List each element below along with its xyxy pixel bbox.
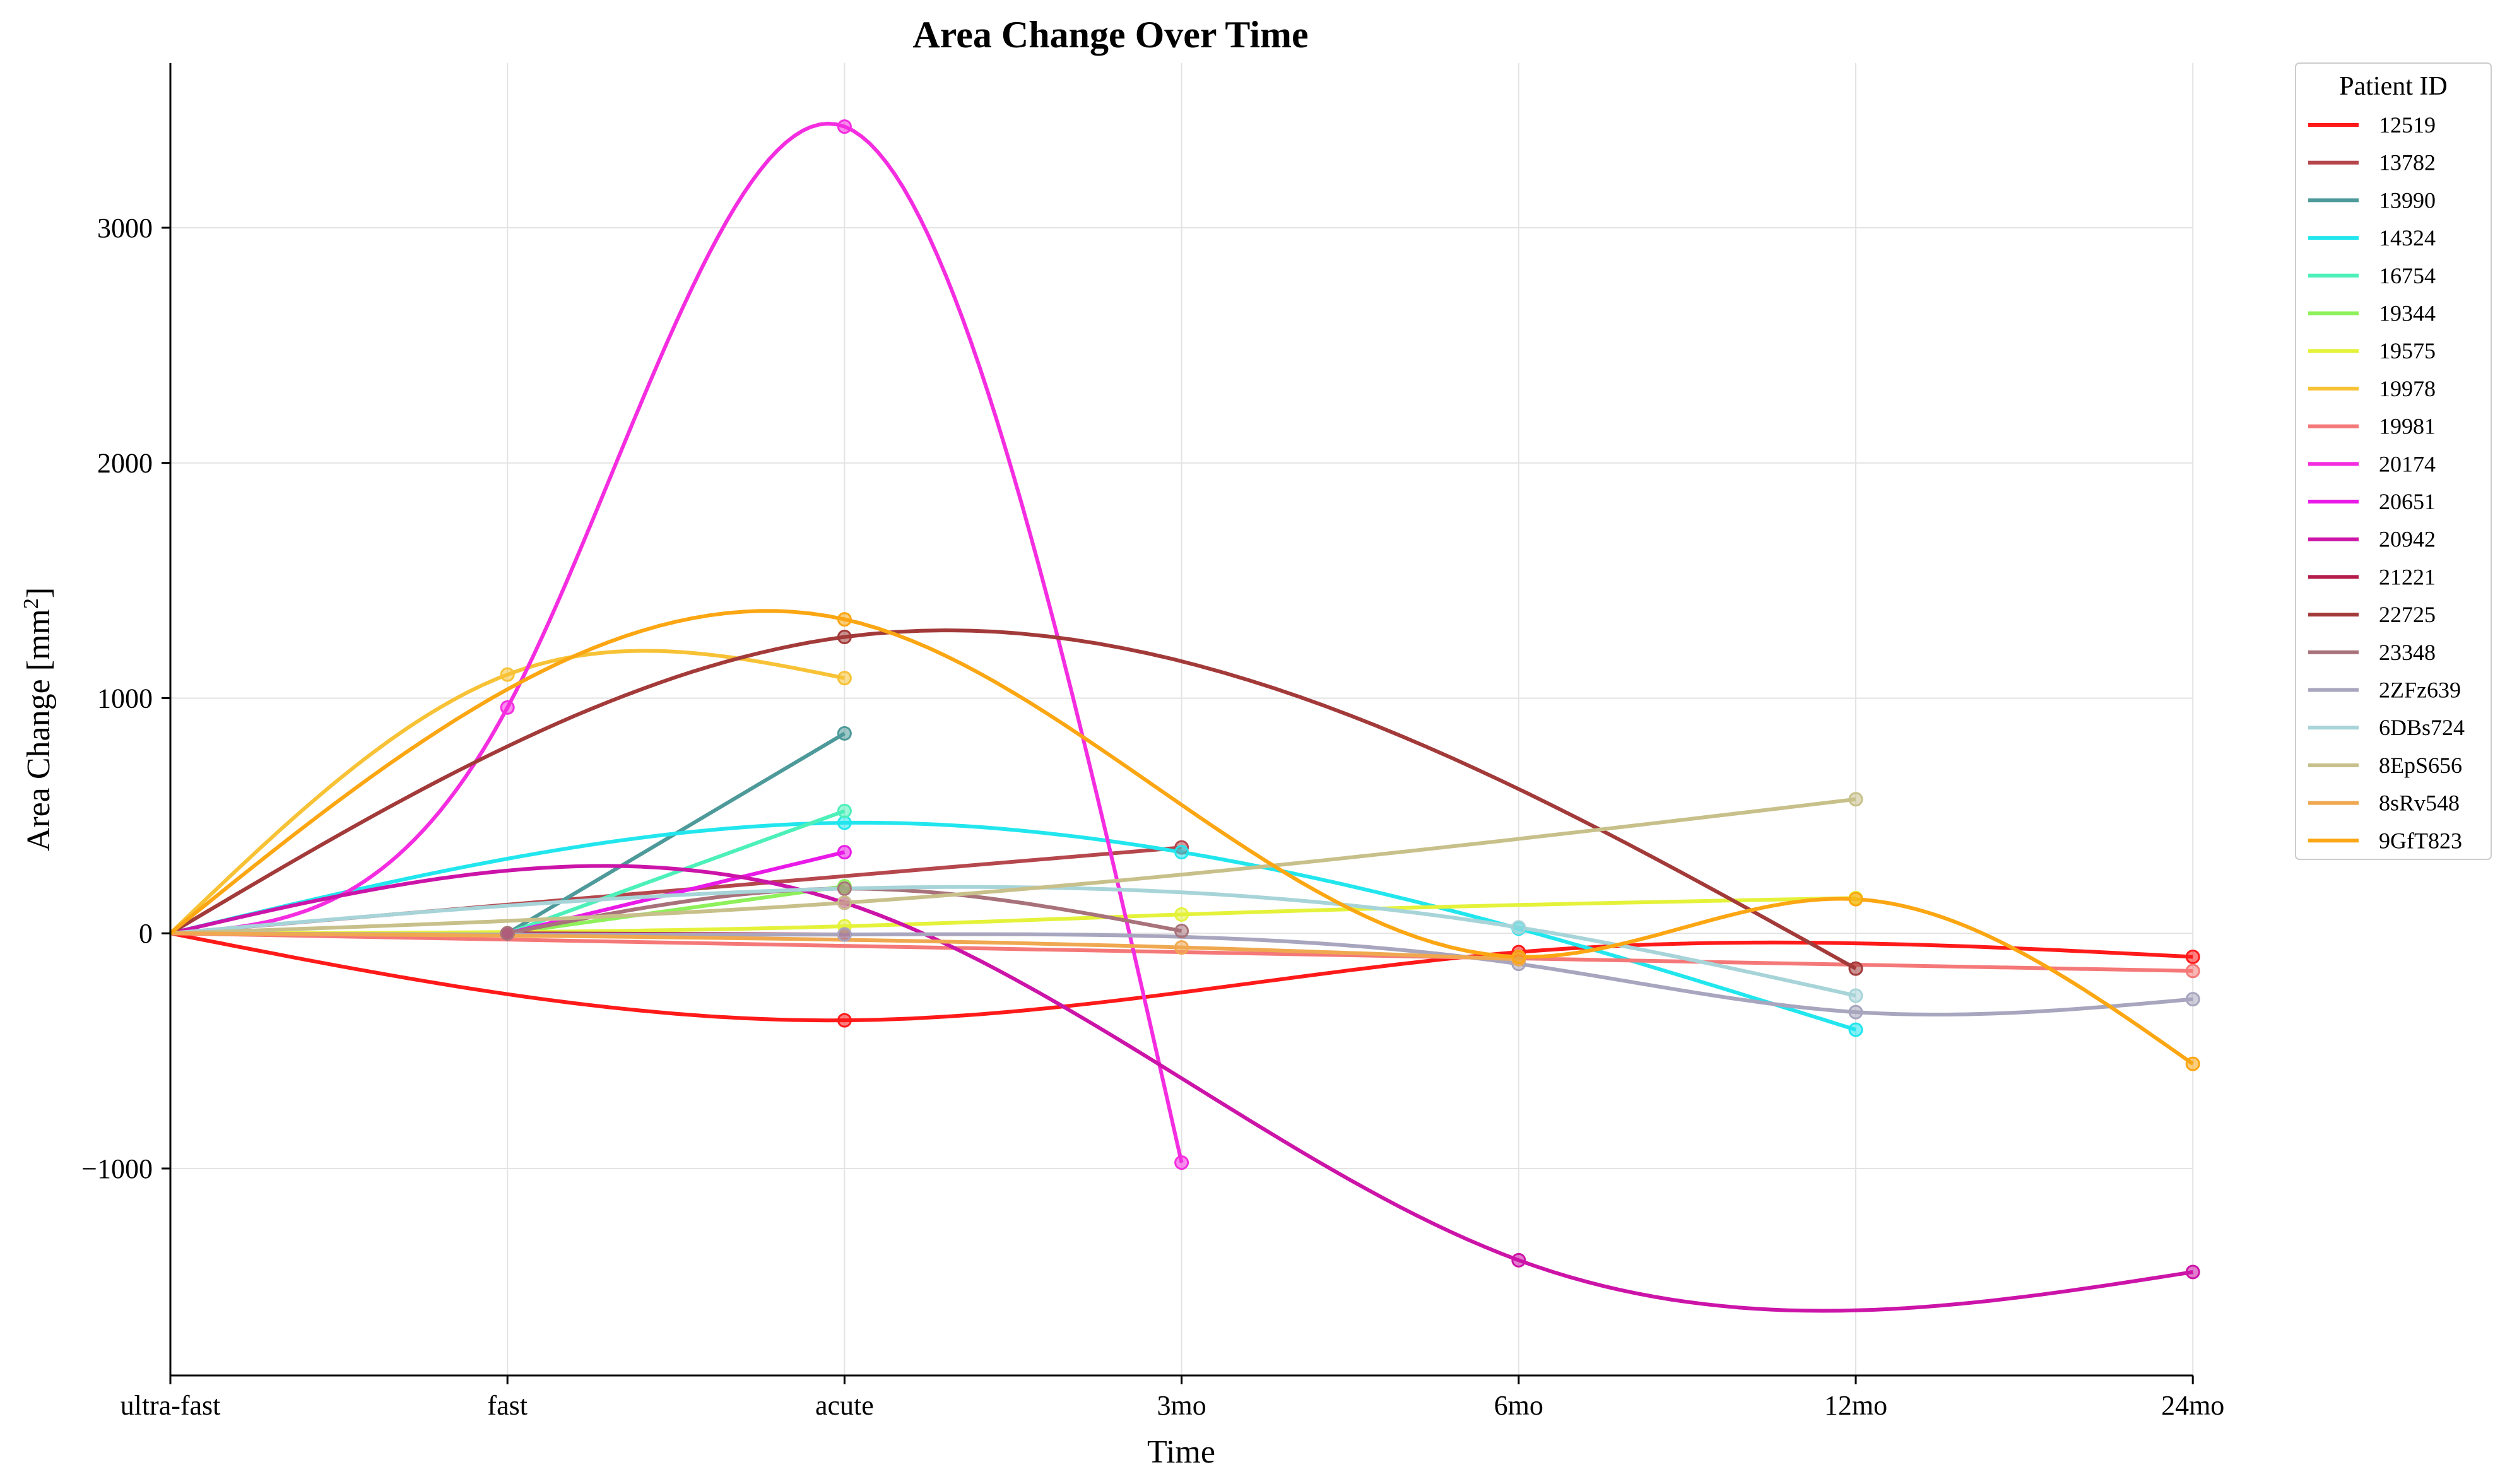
data-point-14324	[1174, 845, 1189, 860]
legend-label-19344: 19344	[2379, 301, 2436, 326]
data-point-9GfT823	[2185, 1056, 2200, 1071]
y-tick-label: 2000	[97, 448, 153, 479]
data-point-9GfT823	[1511, 949, 1526, 964]
data-point-19978	[837, 671, 852, 686]
legend-label-6DBs724: 6DBs724	[2379, 715, 2465, 740]
data-point-20942	[1511, 1252, 1526, 1268]
legend-frame	[2295, 62, 2492, 860]
data-point-12519	[2185, 949, 2200, 964]
y-axis-label-tail: ]	[21, 587, 57, 598]
data-point-9GfT823	[837, 612, 852, 627]
y-ticks: −1000 0 1000 2000 3000	[81, 213, 170, 1184]
legend-label-20174: 20174	[2379, 451, 2436, 476]
data-point-23348	[500, 926, 515, 941]
data-point-14324	[1848, 1022, 1863, 1037]
x-tick-label: ultra-fast	[121, 1390, 221, 1421]
x-tick-label: 24mo	[2161, 1390, 2224, 1421]
legend-label-16754: 16754	[2379, 263, 2436, 288]
series-line-20174	[170, 121, 1184, 1163]
legend-label-19981: 19981	[2379, 414, 2436, 439]
data-point-23348	[837, 881, 852, 896]
data-point-2ZFz639	[837, 927, 852, 942]
legend-label-13782: 13782	[2379, 150, 2436, 175]
legend-items: 12519 13782 13990 14324 16754 19344 19575 19978…	[2308, 112, 2465, 853]
data-point-2ZFz639	[2185, 992, 2200, 1007]
legend-label-12519: 12519	[2379, 112, 2436, 138]
data-point-6DBs724	[1848, 988, 1863, 1003]
chart-title: Area Change Over Time	[912, 14, 1308, 56]
data-point-16754	[837, 803, 852, 818]
data-point-19978	[500, 667, 515, 682]
data-point-9GfT823	[1848, 892, 1863, 907]
series-line-19344	[507, 884, 845, 936]
legend-label-13990: 13990	[2379, 187, 2436, 213]
data-point-6DBs724	[1511, 920, 1526, 935]
series-line-20942	[170, 864, 2193, 1313]
y-tick-label: 0	[139, 918, 153, 949]
y-axis-label: Area Change [mm2]	[20, 587, 57, 851]
data-point-12519	[837, 1013, 852, 1028]
data-point-20651	[837, 845, 852, 860]
legend-label-8EpS656: 8EpS656	[2379, 753, 2462, 778]
data-point-20174	[500, 700, 515, 715]
grid	[170, 63, 2194, 1375]
legend-label-2ZFz639: 2ZFz639	[2379, 678, 2461, 703]
data-point-8EpS656	[837, 895, 852, 910]
y-tick-label: −1000	[81, 1153, 153, 1184]
legend-label-23348: 23348	[2379, 640, 2436, 665]
legend-label-14324: 14324	[2379, 225, 2436, 250]
data-point-22725	[1848, 961, 1863, 976]
x-tick-label: 12mo	[1824, 1390, 1887, 1421]
series-markers	[500, 119, 2200, 1280]
x-ticks: ultra-fast fast acute 3mo 6mo 12mo 24mo	[121, 1375, 2224, 1421]
legend-title: Patient ID	[2339, 72, 2447, 101]
series-line-22725	[169, 628, 1857, 970]
x-tick-label: acute	[815, 1390, 874, 1421]
x-tick-label: 3mo	[1157, 1390, 1206, 1421]
data-point-8EpS656	[1848, 792, 1863, 807]
legend-label-20942: 20942	[2379, 527, 2436, 552]
legend-label-8sRv548: 8sRv548	[2379, 791, 2460, 816]
y-tick-label: 3000	[97, 213, 153, 244]
series-line-12519	[170, 931, 2193, 1023]
data-point-19981	[2185, 963, 2200, 979]
y-axis-label-main: Area Change [mm	[21, 609, 57, 851]
x-axis-label: Time	[1147, 1434, 1215, 1470]
legend-label-21221: 21221	[2379, 564, 2436, 589]
data-point-2ZFz639	[1848, 1004, 1863, 1020]
legend-label-9GfT823: 9GfT823	[2379, 828, 2462, 853]
data-point-20942	[2185, 1264, 2200, 1280]
x-tick-label: 6mo	[1494, 1390, 1543, 1421]
y-tick-label: 1000	[97, 683, 153, 714]
data-point-19575	[1174, 907, 1189, 922]
data-point-8sRv548	[1174, 940, 1189, 955]
data-point-20174	[1174, 1155, 1189, 1170]
legend-label-19978: 19978	[2379, 376, 2436, 401]
data-point-13990	[837, 726, 852, 741]
y-axis-label-superscript: 2	[20, 598, 43, 609]
legend-label-22725: 22725	[2379, 602, 2436, 627]
data-point-14324	[837, 815, 852, 830]
data-point-23348	[1174, 923, 1189, 938]
data-point-20174	[837, 119, 852, 134]
series-line-16754	[507, 809, 846, 936]
legend: Patient ID 12519 13782 13990 14324 16754 1934…	[2295, 62, 2492, 860]
legend-label-19575: 19575	[2379, 338, 2436, 363]
data-point-22725	[837, 630, 852, 645]
x-tick-label: fast	[487, 1390, 528, 1421]
legend-label-20651: 20651	[2379, 489, 2436, 514]
